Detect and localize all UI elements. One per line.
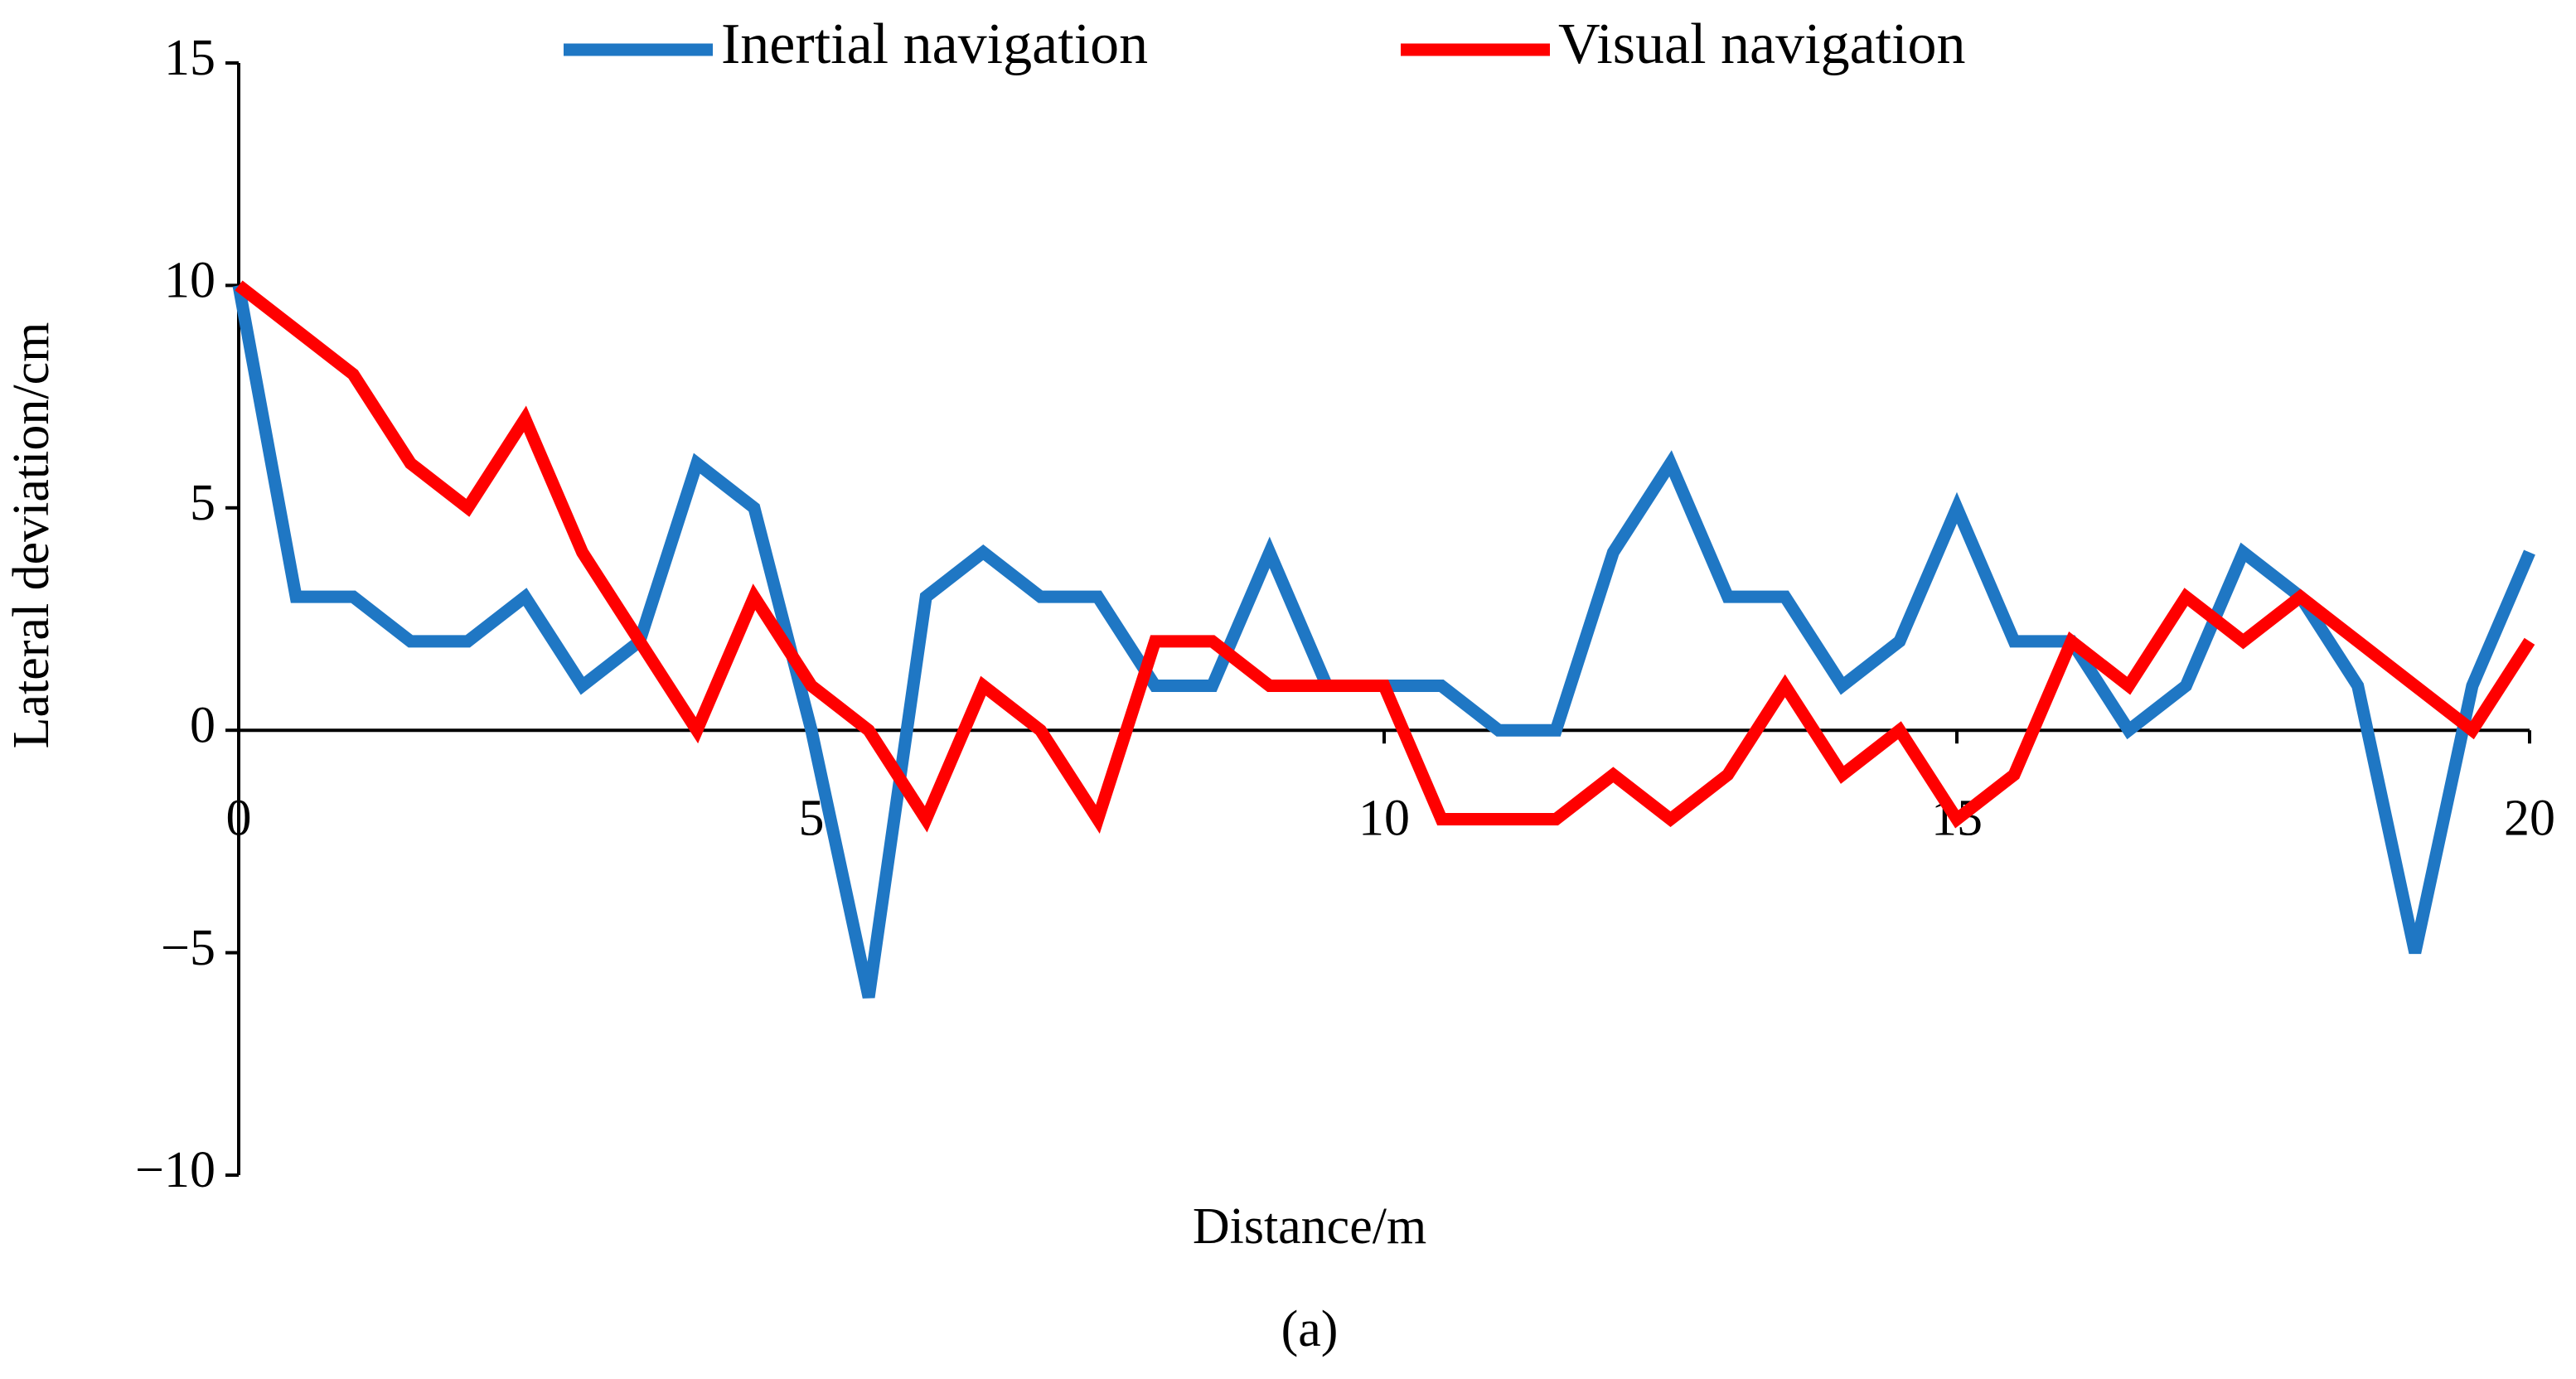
x-tick-label: 20 xyxy=(2504,790,2555,846)
legend-label: Inertial navigation xyxy=(721,12,1148,76)
y-tick-label: 0 xyxy=(190,697,215,753)
caption: (a) xyxy=(1281,1301,1339,1357)
x-tick-label: 10 xyxy=(1358,790,1410,846)
series-line xyxy=(232,284,2535,999)
y-tick-label: 15 xyxy=(164,30,215,86)
y-axis-label: Lateral deviation/cm xyxy=(3,322,60,749)
x-axis-label: Distance/m xyxy=(1193,1198,1426,1255)
legend-label: Visual navigation xyxy=(1558,12,1966,76)
y-tick-label: 5 xyxy=(190,475,215,531)
series-line xyxy=(235,280,2535,834)
y-tick-label: −5 xyxy=(161,920,215,976)
x-tick-label: 0 xyxy=(226,790,252,846)
y-tick-label: 10 xyxy=(164,253,215,309)
y-tick-label: −10 xyxy=(135,1142,215,1198)
